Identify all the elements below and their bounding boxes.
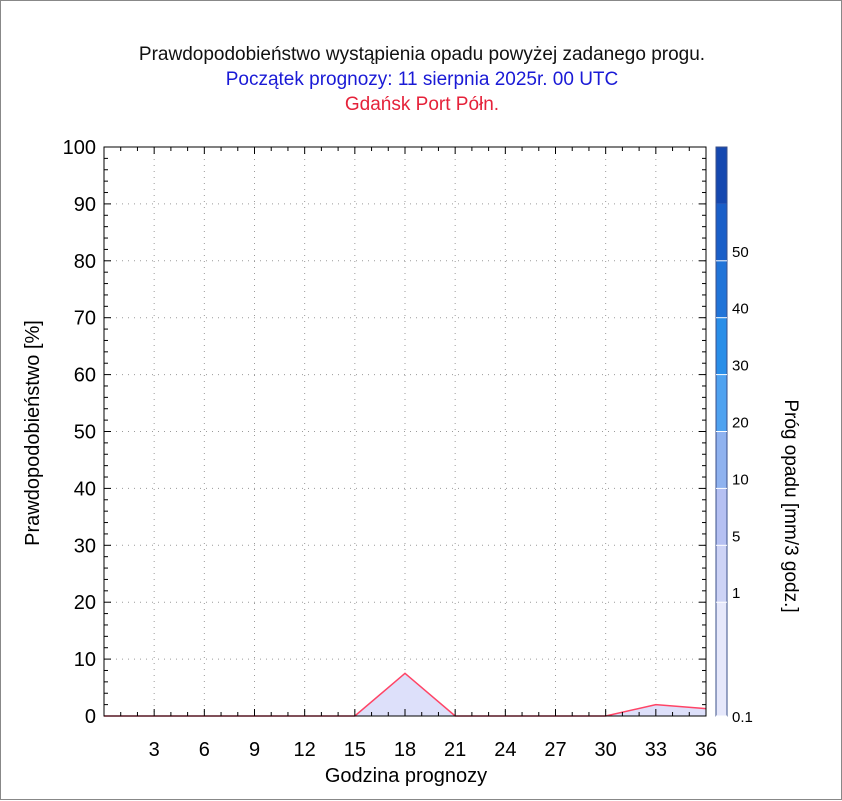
x-tick-label: 15	[344, 739, 366, 761]
x-tick-label: 33	[645, 739, 667, 761]
y-axis-label: Prawdopodobieństwo [%]	[22, 320, 44, 546]
colorbar-band	[716, 432, 727, 489]
colorbar-band	[716, 318, 727, 375]
colorbar-band	[716, 602, 727, 716]
y-tick-label: 20	[74, 592, 96, 614]
colorbar-band	[716, 204, 727, 261]
x-tick-label: 6	[199, 739, 210, 761]
colorbar: 0.1 1 5 10 20 30 40 50	[716, 147, 753, 726]
colorbar-tick-label: 0.1	[732, 709, 753, 726]
y-tick-label: 50	[74, 422, 96, 444]
colorbar-band	[716, 545, 727, 602]
grid	[104, 147, 706, 716]
y-tick-label: 80	[74, 251, 96, 273]
y-tick-label: 10	[74, 649, 96, 671]
colorbar-tick-label: 40	[732, 301, 749, 318]
x-tick-label: 3	[149, 739, 160, 761]
x-tick-label: 18	[394, 739, 416, 761]
y-tick-label: 90	[74, 194, 96, 216]
x-tick-label: 21	[444, 739, 466, 761]
colorbar-tick-label: 50	[732, 244, 749, 261]
x-tick-label: 30	[595, 739, 617, 761]
x-tick-label: 9	[249, 739, 260, 761]
colorbar-tick-label: 30	[732, 358, 749, 375]
colorbar-band	[716, 375, 727, 432]
y-tick-label: 30	[74, 535, 96, 557]
x-axis-label: Godzina prognozy	[325, 765, 487, 787]
x-tick-label: 36	[695, 739, 717, 761]
y-tick-label: 40	[74, 478, 96, 500]
colorbar-label: Próg opadu [mm/3 godz.]	[780, 399, 801, 612]
colorbar-tick-label: 1	[732, 585, 740, 602]
x-tick-label: 24	[494, 739, 516, 761]
colorbar-band	[716, 147, 727, 204]
colorbar-tick-label: 5	[732, 528, 740, 545]
x-tick-label: 12	[294, 739, 316, 761]
y-tick-label: 60	[74, 365, 96, 387]
colorbar-band	[716, 488, 727, 545]
y-tick-label: 100	[63, 137, 96, 159]
colorbar-band	[716, 261, 727, 318]
y-tick-label: 70	[74, 308, 96, 330]
y-tick-label: 0	[85, 706, 96, 728]
colorbar-tick-label: 10	[732, 471, 749, 488]
colorbar-tick-label: 20	[732, 415, 749, 432]
x-tick-label: 27	[544, 739, 566, 761]
